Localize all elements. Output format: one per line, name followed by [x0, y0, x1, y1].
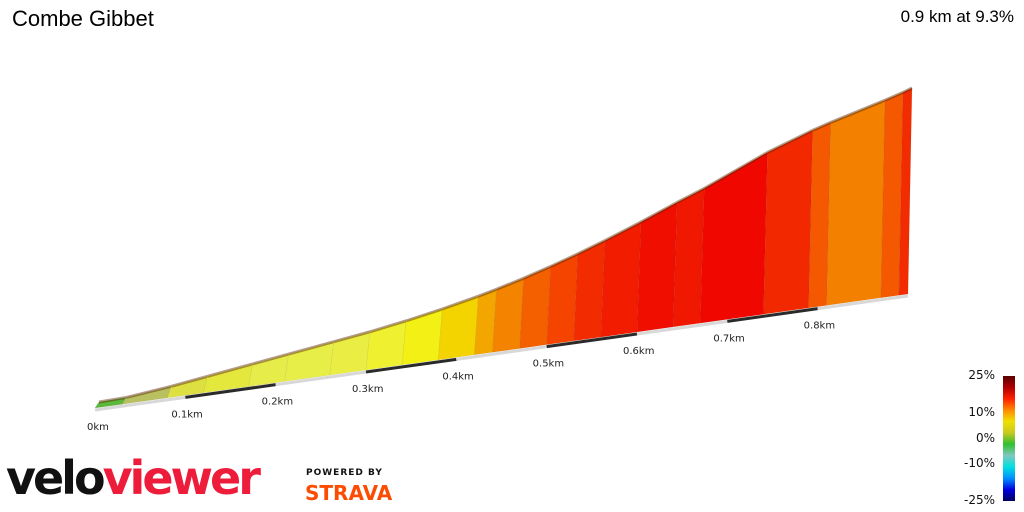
segment-summary: 0.9 km at 9.3%	[900, 7, 1014, 26]
distance-tick-label: 0.6km	[623, 346, 654, 357]
legend-tick-label: 10%	[968, 405, 995, 419]
segment-top-edge	[170, 374, 208, 388]
distance-tick-label: 0.8km	[804, 321, 835, 332]
segment-top-edge	[550, 252, 579, 268]
segment-top-edge	[604, 220, 642, 242]
segment-top-edge	[884, 91, 904, 102]
distance-tick-label: 0.5km	[533, 359, 564, 370]
segment-top-edge	[495, 276, 525, 291]
profile-segment	[672, 187, 705, 328]
distance-tick-label: 0.1km	[171, 409, 202, 420]
profile-segment	[437, 295, 479, 361]
segment-top-edge	[477, 287, 498, 298]
gradient-legend-labels: 25% 10% 0% -10% -25%	[964, 368, 995, 507]
segment-top-edge	[830, 98, 886, 124]
profile-segment	[826, 99, 886, 306]
profile-segment	[763, 129, 813, 315]
segment-top-edge	[766, 128, 814, 154]
segment-title: Combe Gibbet	[12, 6, 154, 31]
legend-tick-label: -10%	[964, 456, 995, 470]
baseline-band	[275, 370, 367, 387]
baseline-band	[185, 383, 276, 399]
profile-segment	[573, 240, 606, 342]
profile-segment	[401, 308, 443, 366]
distance-baseline	[94, 294, 909, 412]
segment-top-edge	[640, 201, 678, 224]
segment-top-edge	[207, 362, 253, 378]
segment-top-edge	[522, 265, 552, 280]
profile-segments	[94, 86, 913, 409]
segment-top-edge	[252, 352, 290, 366]
legend-tick-label: -25%	[964, 493, 995, 507]
segment-top-edge	[812, 121, 832, 132]
baseline-band	[636, 319, 728, 336]
segment-top-edge	[288, 340, 335, 356]
distance-tick-label: 0.3km	[352, 384, 383, 395]
strava-logo: STRAVA	[305, 481, 393, 505]
profile-segment	[699, 151, 768, 324]
baseline-band	[456, 345, 547, 361]
legend-tick-label: 0%	[976, 431, 995, 445]
baseline-band	[817, 294, 909, 311]
segment-top-edge	[703, 151, 769, 190]
segment-top-edge	[125, 384, 172, 399]
veloviewer-logo: veloviewer	[6, 451, 261, 505]
segment-top-edge	[369, 319, 407, 334]
distance-tick-label: 0.7km	[713, 333, 744, 344]
distance-tick-label: 0.2km	[262, 397, 293, 408]
profile-segment	[898, 87, 913, 296]
distance-ticks: 0km 0.1km 0.2km 0.3km 0.4km 0.5km 0.6km 0.7km 0.…	[87, 321, 835, 433]
segment-top-edge	[333, 330, 371, 344]
segment-top-edge	[902, 86, 913, 94]
legend-tick-label: 25%	[968, 368, 995, 382]
baseline-band	[94, 395, 186, 412]
segment-top-edge	[98, 395, 127, 404]
segment-top-edge	[577, 239, 606, 256]
segment-top-edge	[441, 294, 479, 311]
distance-tick-label: 0km	[87, 422, 109, 433]
distance-tick-label: 0.4km	[442, 371, 473, 382]
baseline-band	[546, 332, 638, 349]
powered-by-label: POWERED BY	[306, 468, 383, 478]
segment-top-edge	[405, 307, 443, 323]
gradient-legend-bar	[1003, 376, 1015, 501]
baseline-band	[727, 307, 818, 323]
segment-top-edge	[676, 187, 705, 204]
baseline-band	[365, 357, 457, 374]
